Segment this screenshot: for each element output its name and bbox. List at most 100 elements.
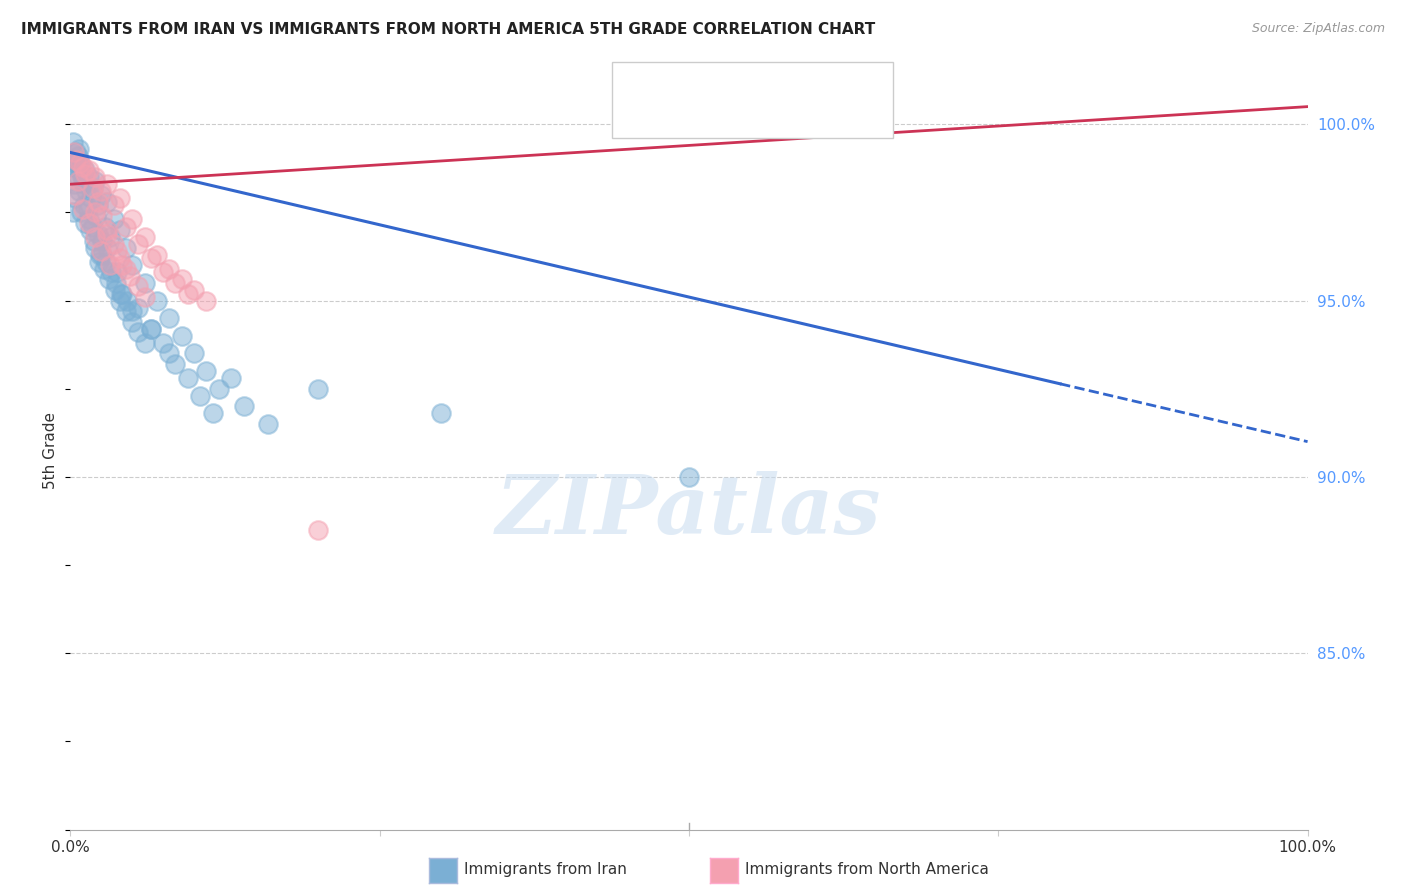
Point bbox=[115, 241, 138, 255]
Point bbox=[67, 184, 90, 198]
Point bbox=[65, 156, 87, 170]
Point bbox=[86, 198, 108, 212]
Point bbox=[69, 156, 91, 170]
Point bbox=[108, 191, 131, 205]
Point bbox=[678, 470, 700, 484]
Point bbox=[103, 212, 125, 227]
Point bbox=[108, 293, 131, 308]
Point bbox=[121, 304, 143, 318]
Text: R = -0.398   N = 86: R = -0.398 N = 86 bbox=[657, 74, 846, 92]
Point bbox=[90, 187, 112, 202]
Point bbox=[188, 389, 211, 403]
Point bbox=[91, 209, 114, 223]
Point bbox=[84, 241, 107, 255]
Point bbox=[82, 219, 104, 234]
Point bbox=[63, 153, 86, 167]
Point bbox=[82, 180, 104, 194]
Text: ZIPatlas: ZIPatlas bbox=[496, 471, 882, 551]
Point bbox=[139, 322, 162, 336]
Point bbox=[170, 272, 193, 286]
Point bbox=[115, 304, 138, 318]
Point bbox=[121, 258, 143, 272]
Point bbox=[183, 283, 205, 297]
Point bbox=[146, 293, 169, 308]
Point bbox=[66, 170, 89, 185]
Point bbox=[111, 286, 134, 301]
Point bbox=[82, 180, 104, 194]
Point bbox=[63, 145, 86, 160]
Point bbox=[105, 276, 128, 290]
Point bbox=[157, 261, 180, 276]
Point bbox=[75, 163, 97, 178]
Point bbox=[75, 167, 97, 181]
Point bbox=[65, 187, 87, 202]
Point bbox=[139, 322, 162, 336]
Point bbox=[157, 346, 180, 360]
Point bbox=[430, 406, 453, 420]
Point bbox=[62, 205, 84, 219]
Point bbox=[121, 315, 143, 329]
Point bbox=[77, 216, 100, 230]
Point bbox=[90, 184, 112, 198]
Point bbox=[127, 279, 149, 293]
Point bbox=[183, 346, 205, 360]
Point bbox=[103, 198, 125, 212]
Text: R =  0.223   N = 46: R = 0.223 N = 46 bbox=[657, 107, 846, 125]
Point bbox=[96, 254, 118, 268]
Point bbox=[66, 174, 89, 188]
Point bbox=[115, 219, 138, 234]
Point bbox=[134, 290, 156, 304]
Point bbox=[84, 205, 107, 219]
Text: Immigrants from North America: Immigrants from North America bbox=[745, 863, 988, 877]
Point bbox=[104, 283, 127, 297]
Point bbox=[98, 230, 121, 244]
Point bbox=[90, 244, 112, 259]
Point bbox=[134, 335, 156, 350]
Point bbox=[73, 198, 96, 212]
Point bbox=[118, 268, 141, 283]
Point bbox=[73, 178, 96, 192]
Point bbox=[105, 265, 128, 279]
Point bbox=[91, 248, 114, 262]
Point bbox=[62, 135, 84, 149]
Point bbox=[307, 523, 329, 537]
Point bbox=[165, 276, 187, 290]
Point bbox=[69, 163, 91, 178]
Point bbox=[208, 382, 231, 396]
Point bbox=[63, 178, 86, 192]
Point bbox=[108, 223, 131, 237]
Point bbox=[115, 261, 138, 276]
Point bbox=[96, 223, 118, 237]
Point bbox=[98, 258, 121, 272]
Text: Immigrants from Iran: Immigrants from Iran bbox=[464, 863, 627, 877]
Point bbox=[72, 174, 94, 188]
Point bbox=[93, 261, 115, 276]
Point bbox=[105, 244, 128, 259]
Point bbox=[165, 357, 187, 371]
Point bbox=[157, 311, 180, 326]
Point bbox=[97, 272, 120, 286]
Point bbox=[77, 212, 100, 227]
Point bbox=[177, 371, 200, 385]
Point bbox=[127, 326, 149, 340]
Text: IMMIGRANTS FROM IRAN VS IMMIGRANTS FROM NORTH AMERICA 5TH GRADE CORRELATION CHAR: IMMIGRANTS FROM IRAN VS IMMIGRANTS FROM … bbox=[21, 22, 876, 37]
Point bbox=[75, 184, 97, 198]
Point bbox=[79, 223, 101, 237]
Point bbox=[69, 156, 91, 170]
Point bbox=[80, 191, 103, 205]
Point bbox=[72, 202, 94, 216]
Point bbox=[232, 400, 254, 414]
Point bbox=[201, 406, 224, 420]
Point bbox=[77, 163, 100, 178]
Point bbox=[127, 237, 149, 252]
Point bbox=[76, 202, 98, 216]
Point bbox=[257, 417, 280, 431]
Point bbox=[127, 301, 149, 315]
Point bbox=[86, 194, 108, 209]
Point bbox=[84, 230, 107, 244]
Point bbox=[108, 252, 131, 266]
Point bbox=[96, 241, 118, 255]
Point bbox=[139, 252, 162, 266]
Point bbox=[110, 286, 132, 301]
Point bbox=[96, 227, 118, 241]
